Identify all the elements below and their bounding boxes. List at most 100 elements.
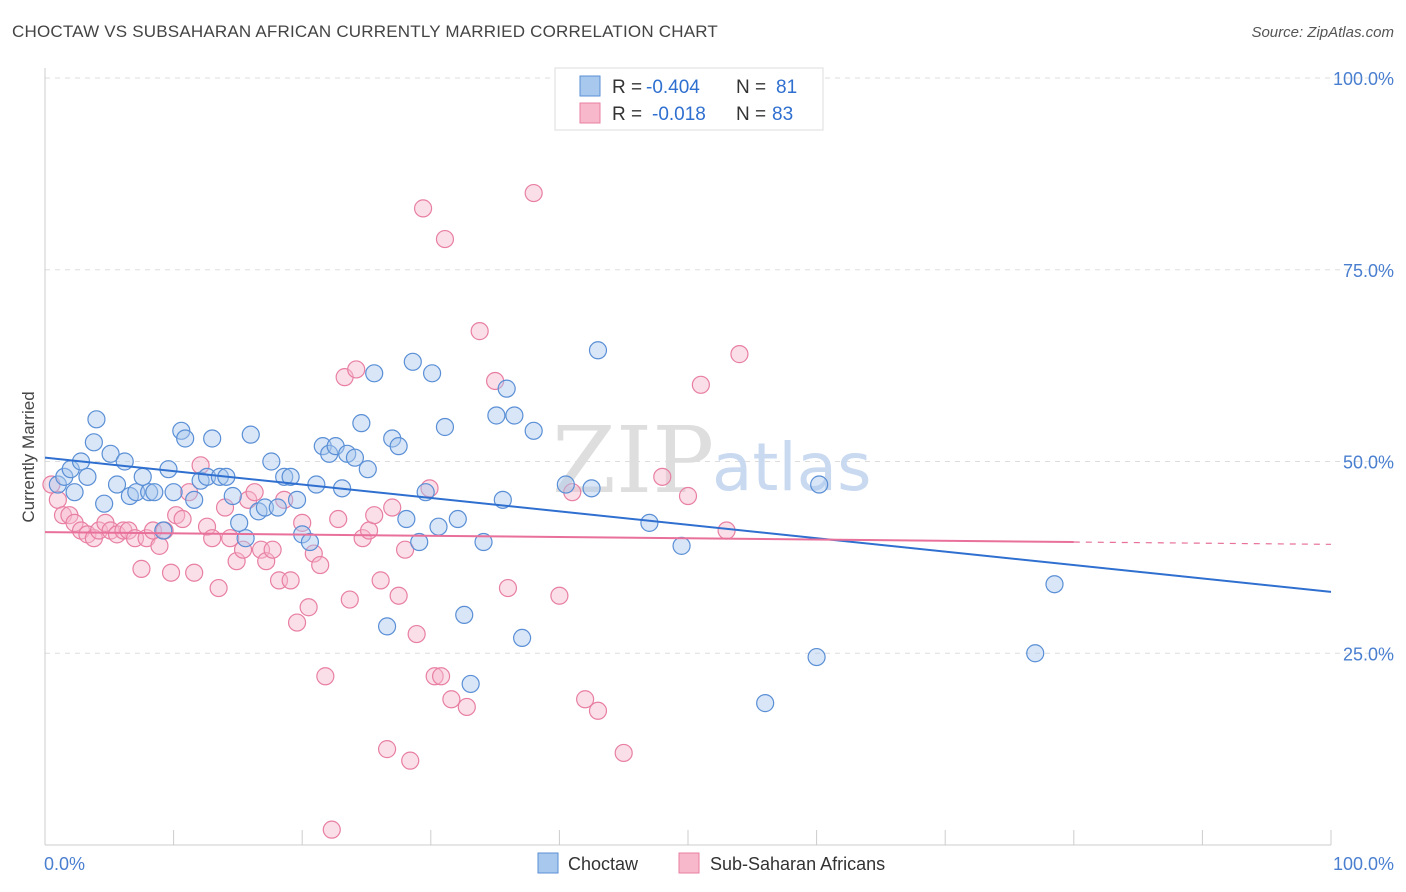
- subsaharan-point: [150, 536, 169, 555]
- subsaharan-point: [287, 613, 307, 632]
- subsaharan-point: [209, 578, 228, 598]
- subsaharan-point: [227, 552, 246, 571]
- subsaharan-point: [197, 517, 217, 536]
- choctaw-point: [377, 617, 397, 636]
- subsaharan-trend-line: [44, 531, 1074, 544]
- subsaharan-point: [691, 375, 710, 394]
- choctaw-point: [241, 425, 260, 444]
- choctaw-point: [403, 352, 422, 371]
- subsaharan-point: [245, 483, 264, 502]
- choctaw-point: [101, 444, 120, 463]
- choctaw-point: [255, 498, 275, 517]
- subsaharan-point: [233, 540, 253, 559]
- x-tick-label-max: 100.0%: [1333, 854, 1394, 874]
- subsaharan-point: [203, 529, 222, 548]
- watermark-atlas: atlas: [712, 429, 872, 506]
- choctaw-point: [300, 532, 320, 552]
- choctaw-point: [275, 467, 294, 486]
- legend-n-label-subsaharan: N =: [736, 104, 766, 125]
- choctaw-point: [588, 341, 608, 360]
- choctaw-point: [281, 467, 300, 486]
- choctaw-point: [268, 498, 287, 517]
- bottom-legend-label-choctaw: Choctaw: [568, 854, 639, 874]
- choctaw-point: [461, 674, 480, 694]
- subsaharan-point: [678, 486, 698, 506]
- choctaw-point: [513, 628, 532, 648]
- choctaw-point: [582, 479, 601, 498]
- subsaharan-point: [48, 490, 67, 509]
- choctaw-point: [352, 414, 371, 433]
- choctaw-point: [810, 475, 829, 494]
- watermark: ZIP atlas: [552, 407, 872, 514]
- choctaw-point: [1045, 575, 1064, 594]
- stats-legend: R = -0.404 N = 81 R = -0.018 N = 83: [554, 67, 824, 131]
- choctaw-point: [640, 513, 659, 532]
- choctaw-point: [65, 483, 84, 502]
- subsaharan-point: [173, 509, 192, 529]
- subsaharan-point: [407, 624, 426, 644]
- subsaharan-point: [425, 667, 444, 686]
- choctaw-point: [154, 521, 173, 540]
- subsaharan-point: [435, 229, 455, 249]
- choctaw-point: [429, 517, 448, 536]
- subsaharan-point: [653, 467, 672, 486]
- subsaharan-trend-extension: [1073, 541, 1332, 545]
- legend-r-value-subsaharan: -0.018: [652, 104, 706, 125]
- choctaw-point: [164, 483, 183, 502]
- choctaw-point: [448, 509, 467, 529]
- legend-n-value-subsaharan: 83: [772, 104, 793, 125]
- choctaw-point: [107, 475, 127, 494]
- choctaw-point: [78, 467, 97, 486]
- choctaw-point: [435, 417, 455, 437]
- subsaharan-point: [377, 740, 397, 759]
- subsaharan-point: [457, 697, 476, 717]
- choctaw-point: [176, 429, 195, 448]
- legend-n-value-choctaw: 81: [776, 77, 797, 98]
- trend-lines: [44, 456, 1332, 593]
- legend-swatch-subsaharan: [579, 102, 601, 124]
- choctaw-point: [95, 494, 114, 513]
- choctaw-point: [556, 475, 575, 494]
- choctaw-point: [287, 490, 307, 509]
- bottom-legend-swatch-choctaw: [537, 852, 559, 874]
- subsaharan-point: [365, 506, 384, 525]
- series-legend: Choctaw Sub-Saharan Africans: [537, 852, 885, 874]
- legend-r-label-choctaw: R =: [612, 77, 642, 98]
- subsaharan-point: [281, 571, 300, 590]
- choctaw-point: [497, 379, 516, 398]
- subsaharan-point: [383, 498, 402, 517]
- x-axis-ticks: [173, 830, 1332, 845]
- bottom-legend-swatch-subsaharan: [678, 852, 700, 874]
- choctaw-point: [197, 467, 217, 486]
- subsaharan-point: [329, 509, 348, 529]
- choctaw-point: [262, 452, 281, 471]
- choctaw-trend-line: [44, 456, 1332, 593]
- choctaw-point: [807, 647, 826, 667]
- x-tick-label-min: 0.0%: [44, 854, 85, 874]
- choctaw-point: [203, 429, 222, 448]
- subsaharan-point: [347, 360, 366, 379]
- subsaharan-point: [442, 690, 461, 709]
- choctaw-point: [230, 513, 249, 532]
- choctaw-point: [365, 364, 384, 383]
- bottom-legend-label-subsaharan: Sub-Saharan Africans: [710, 854, 885, 874]
- choctaw-point: [145, 483, 164, 502]
- choctaw-point: [487, 406, 506, 425]
- subsaharan-point: [311, 555, 330, 575]
- subsaharan-point: [717, 521, 736, 540]
- subsaharan-point: [413, 199, 433, 218]
- subsaharan-point: [299, 598, 318, 617]
- choctaw-point: [87, 410, 106, 429]
- subsaharan-point: [470, 322, 489, 341]
- subsaharan-point: [263, 540, 282, 559]
- watermark-zip: ZIP: [552, 407, 714, 514]
- choctaw-point: [140, 483, 159, 502]
- subsaharan-point: [401, 751, 420, 770]
- choctaw-point: [133, 467, 152, 486]
- subsaharan-point: [588, 701, 608, 720]
- legend-n-label-choctaw: N =: [736, 77, 766, 98]
- subsaharan-point: [340, 590, 359, 609]
- chart-title: CHOCTAW VS SUBSAHARAN AFRICAN CURRENTLY …: [12, 22, 718, 41]
- legend-swatch-choctaw: [579, 75, 601, 97]
